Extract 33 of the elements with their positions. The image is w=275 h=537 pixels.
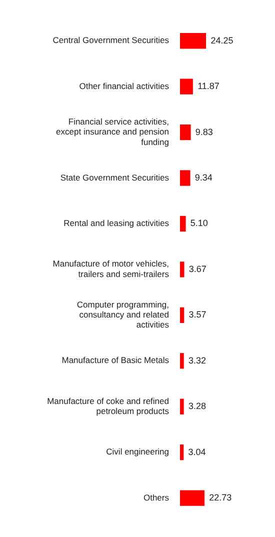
data-label: 3.28 [188, 401, 206, 412]
bar [180, 78, 193, 94]
y-tick-label: Central Government Securities [52, 35, 169, 46]
y-tick-label: State Government Securities [60, 172, 169, 182]
bar [180, 444, 184, 460]
y-tick-label: Rental and leasing activities [64, 218, 169, 228]
data-label: 24.25 [210, 35, 234, 46]
data-label: 11.87 [198, 81, 220, 92]
data-label: 3.04 [188, 446, 206, 457]
y-tick-label: Manufacture of coke and refined petroleum products [47, 396, 170, 416]
data-label: 9.83 [195, 126, 213, 137]
data-label: 3.32 [188, 355, 206, 366]
bar [180, 353, 184, 369]
y-tick-label: Computer programming, consultancy and related activities [76, 299, 170, 330]
data-label: 9.34 [194, 172, 212, 182]
bar [180, 33, 206, 49]
data-label: 3.57 [188, 310, 206, 320]
y-tick-label: Civil engineering [106, 446, 170, 457]
bar [180, 170, 190, 186]
bar [180, 307, 184, 323]
bar [180, 262, 184, 278]
y-tick-label: Others [143, 492, 169, 502]
y-tick-label: Manufacture of motor vehicles, trailers and semi-trailers [52, 258, 169, 279]
bar [180, 490, 204, 506]
y-tick-label: Manufacture of Basic Metals [62, 355, 169, 366]
y-tick-label: Financial service activities, except insurance and pension funding [56, 116, 170, 147]
y-tick-label: Other financial activities [79, 80, 169, 91]
data-label: 3.67 [188, 264, 206, 274]
bar [180, 398, 184, 414]
data-label: 5.10 [190, 218, 208, 228]
bar [180, 216, 186, 232]
data-label: 22.73 [209, 492, 232, 503]
bar [180, 124, 191, 140]
